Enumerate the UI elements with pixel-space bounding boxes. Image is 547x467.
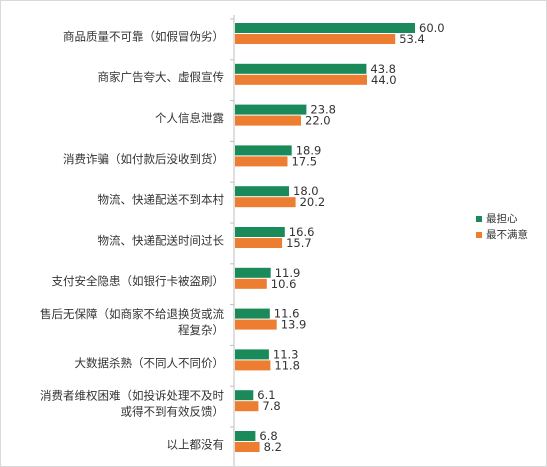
bar-series2	[235, 115, 301, 126]
data-label: 11.3	[273, 347, 299, 361]
bar-series1	[235, 349, 269, 360]
category-label: 消费诈骗（如付款后没收到货）	[63, 152, 224, 166]
data-label: 23.8	[310, 103, 336, 117]
legend-swatch	[476, 232, 482, 238]
category-label: 个人信息泄露	[155, 111, 224, 125]
data-label: 7.8	[262, 399, 280, 413]
bar-series2	[235, 197, 296, 208]
bar-series2	[235, 34, 396, 44]
category-label: 消费者维权困难（如投诉处理不及时	[40, 389, 224, 403]
data-label: 13.9	[281, 318, 307, 332]
legend-swatch	[476, 216, 482, 222]
data-label: 11.9	[275, 266, 301, 280]
bar-series2	[235, 278, 267, 289]
data-label: 6.1	[257, 388, 275, 402]
data-label: 10.6	[271, 277, 297, 291]
bar-series1	[235, 227, 285, 237]
legend-label: 最担心	[486, 213, 518, 225]
bar-series1	[235, 186, 289, 197]
category-label: 商品质量不可靠（如假冒伪劣）	[63, 29, 224, 43]
bar-series2	[235, 401, 259, 412]
bar-series1	[235, 104, 307, 115]
bar-series2	[235, 74, 367, 85]
data-label: 11.6	[274, 307, 300, 321]
data-label: 16.6	[289, 225, 315, 239]
data-label: 53.4	[399, 32, 425, 46]
data-label: 43.8	[370, 62, 396, 76]
data-label: 18.9	[296, 143, 322, 157]
bar-series2	[235, 319, 277, 330]
category-label: 或得不到有效反馈）	[121, 405, 225, 419]
bar-series2	[235, 442, 260, 452]
data-label: 20.2	[300, 195, 326, 209]
data-label: 6.8	[259, 429, 277, 443]
bar-series1	[235, 267, 271, 278]
data-label: 15.7	[286, 236, 312, 250]
bar-series2	[235, 360, 271, 371]
category-label: 大数据杀熟（不同人不同价）	[75, 356, 225, 370]
category-label: 以上都没有	[167, 437, 225, 451]
category-label: 程复杂）	[178, 323, 224, 337]
bar-series1	[235, 23, 415, 33]
data-label: 8.2	[264, 440, 282, 454]
bar-series2	[235, 238, 283, 248]
data-label: 18.0	[293, 184, 319, 198]
bar-series1	[235, 63, 367, 74]
bar-series1	[235, 390, 254, 401]
bar-series2	[235, 156, 288, 167]
legend-label: 最不满意	[486, 228, 528, 241]
category-label: 售后无保障（如商家不给退换货或流	[40, 307, 224, 321]
bar-series1	[235, 145, 292, 156]
data-label: 22.0	[305, 114, 331, 128]
category-label: 商家广告夸大、虚假宣传	[98, 70, 225, 84]
data-label: 44.0	[371, 73, 397, 87]
data-label: 60.0	[419, 21, 445, 35]
bar-series1	[235, 308, 270, 319]
category-label: 物流、快递配送时间过长	[98, 233, 225, 247]
data-label: 11.8	[274, 358, 300, 372]
category-label: 物流、快递配送不到本村	[98, 193, 225, 207]
data-label: 17.5	[292, 154, 318, 168]
category-label: 支付安全隐患（如银行卡被盗刷）	[52, 274, 225, 288]
bar-series1	[235, 431, 256, 441]
